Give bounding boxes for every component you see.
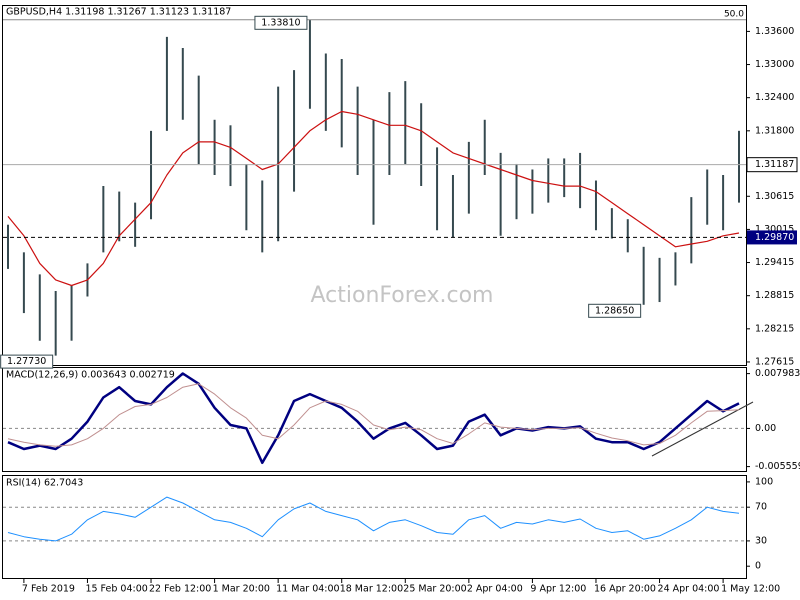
annotation: 50.0 <box>724 10 744 20</box>
moving-average <box>7 110 740 287</box>
support-box <box>747 230 797 245</box>
price-label: 1.31187 <box>755 159 794 170</box>
level-label: 1.28650 <box>595 305 634 316</box>
trend-line <box>651 401 754 457</box>
watermark: ActionForex.com <box>311 283 494 308</box>
rsi-panel <box>2 475 747 579</box>
y-tick-label: 100 <box>755 476 773 487</box>
x-tick-label: 7 Feb 2019 <box>22 584 75 595</box>
panel-title: MACD(12,26,9) 0.003643 0.002719 <box>6 370 175 381</box>
x-tick-label: 16 Apr 20:00 <box>594 584 656 595</box>
y-tick-label: 70 <box>755 502 767 513</box>
y-tick-label: 1.30615 <box>755 191 794 202</box>
price-box <box>746 157 798 173</box>
y-tick-label: 1.29415 <box>755 257 794 268</box>
y-tick-label: 1.33600 <box>755 26 794 37</box>
x-tick-label: 18 Mar 12:00 <box>340 584 403 595</box>
x-tick-label: 25 Mar 20:00 <box>403 584 466 595</box>
indicator-line <box>7 496 740 542</box>
x-tick-label: 15 Feb 04:00 <box>85 584 147 595</box>
level-box <box>254 15 308 30</box>
level-label: 1.33810 <box>261 17 300 28</box>
indicator-line <box>7 383 740 447</box>
panel-title: RSI(14) 62.7043 <box>6 478 83 489</box>
y-tick-label: 1.28815 <box>755 290 794 301</box>
x-tick-label: 1 May 12:00 <box>721 584 780 595</box>
x-tick-label: 1 Mar 20:00 <box>213 584 270 595</box>
x-tick-label: 22 Feb 12:00 <box>149 584 211 595</box>
x-tick-label: 24 Apr 04:00 <box>658 584 720 595</box>
indicator-line <box>7 372 740 465</box>
support-label: 1.29870 <box>755 232 794 243</box>
y-tick-label: 1.27615 <box>755 356 794 367</box>
y-tick-label: 1.28215 <box>755 323 794 334</box>
y-tick-label: 1.31800 <box>755 125 794 136</box>
x-tick-label: 11 Mar 04:00 <box>276 584 339 595</box>
y-tick-label: 0.00 <box>755 423 776 434</box>
level-box <box>0 354 54 369</box>
y-tick-label: 1.30015 <box>755 224 794 235</box>
y-tick-label: 30 <box>755 535 767 546</box>
y-tick-label: -0.005559 <box>755 461 800 472</box>
price-panel <box>2 5 747 366</box>
level-label: 1.27730 <box>7 356 46 367</box>
y-tick-label: 1.33000 <box>755 59 794 70</box>
y-tick-label: 1.32400 <box>755 92 794 103</box>
x-tick-label: 9 Apr 12:00 <box>530 584 586 595</box>
panel-title: GBPUSD,H4 1.31198 1.31267 1.31123 1.3118… <box>6 7 231 18</box>
y-tick-label: 0 <box>755 561 761 572</box>
macd-panel <box>2 367 747 472</box>
level-box <box>588 303 642 318</box>
y-tick-label: 0.007983 <box>755 368 800 379</box>
x-tick-label: 2 Apr 04:00 <box>467 584 523 595</box>
